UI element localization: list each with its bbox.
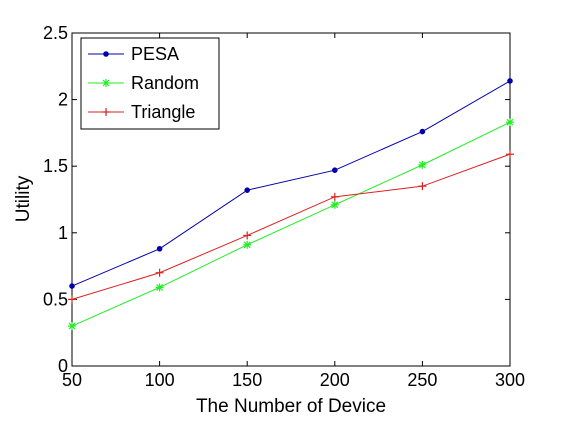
y-tick-label: 0.5 xyxy=(43,289,68,309)
data-point-pesa xyxy=(69,283,75,289)
data-point-pesa xyxy=(332,167,338,173)
x-tick-label: 100 xyxy=(145,370,175,390)
x-axis-title: The Number of Device xyxy=(196,396,386,417)
x-tick-label: 250 xyxy=(407,370,437,390)
legend-label-pesa: PESA xyxy=(131,44,179,64)
x-tick-label: 50 xyxy=(62,370,82,390)
legend: PESA Random Triangle xyxy=(80,37,220,130)
series-line-triangle xyxy=(71,153,511,300)
y-tick-label: 0 xyxy=(58,356,68,376)
y-tick-label: 2.5 xyxy=(43,23,68,43)
legend-label-triangle: Triangle xyxy=(131,102,195,122)
series-layer xyxy=(68,78,514,331)
legend-label-random: Random xyxy=(131,73,199,93)
y-tick-label: 1 xyxy=(58,223,68,243)
y-tick-label: 1.5 xyxy=(43,156,68,176)
data-point-triangle xyxy=(330,192,339,201)
legend-marker-random xyxy=(102,79,110,87)
data-point-random xyxy=(155,283,164,292)
data-point-triangle xyxy=(506,150,514,159)
data-point-triangle xyxy=(155,268,164,277)
data-point-random xyxy=(68,322,76,331)
axis-ticks: 50 100 150 200 250 300 0 0.5 1 1.5 2 2.5 xyxy=(43,23,525,390)
data-point-random xyxy=(330,200,339,209)
y-tick-label: 2 xyxy=(58,90,68,110)
data-point-triangle xyxy=(68,295,76,304)
data-point-pesa xyxy=(156,245,163,252)
data-point-random xyxy=(243,240,252,249)
data-point-pesa xyxy=(507,78,513,84)
series-line-random xyxy=(71,121,511,327)
x-tick-label: 200 xyxy=(320,370,350,390)
data-point-pesa xyxy=(244,187,250,193)
legend-marker-triangle xyxy=(102,108,110,116)
data-point-random xyxy=(506,118,514,127)
data-point-pesa xyxy=(419,128,426,135)
data-point-random xyxy=(418,160,427,169)
data-point-triangle xyxy=(418,182,427,191)
y-axis-title: Utility xyxy=(13,175,34,222)
series-line-pesa xyxy=(71,80,511,287)
x-tick-label: 300 xyxy=(495,370,525,390)
legend-marker-pesa xyxy=(103,51,109,57)
x-tick-label: 150 xyxy=(232,370,262,390)
data-point-triangle xyxy=(243,231,252,240)
